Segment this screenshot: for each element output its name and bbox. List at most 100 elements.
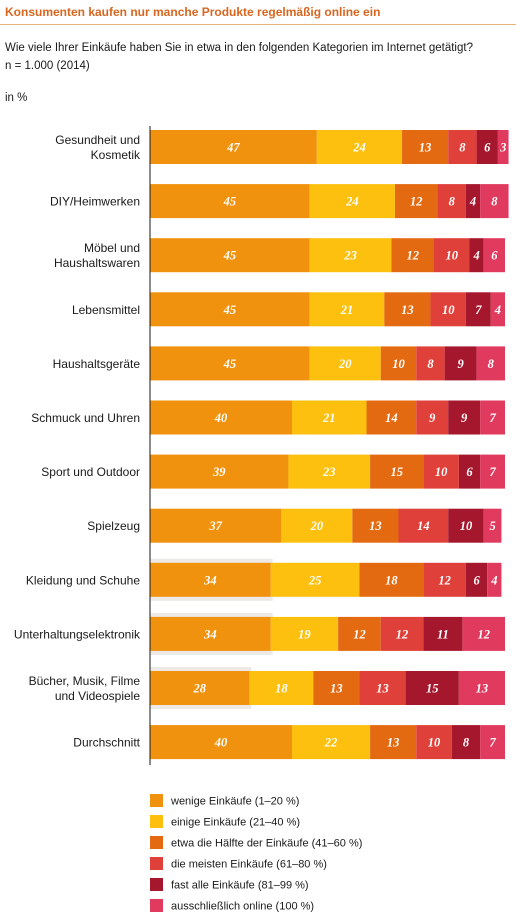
- bar-segment: [313, 671, 360, 705]
- unit-label: in %: [5, 92, 28, 104]
- bar-segment: [150, 616, 271, 651]
- bar-segment: [309, 238, 392, 273]
- data-label: 13: [376, 682, 389, 696]
- title-divider: [0, 24, 516, 25]
- bar-segment: [480, 725, 505, 760]
- data-label: 4: [469, 195, 476, 209]
- category-label: Gesundheit und Kosmetik: [55, 133, 141, 162]
- bar-segment: [359, 562, 424, 597]
- bar-segment: [150, 725, 292, 760]
- bar-segment: [423, 616, 463, 651]
- data-label: 8: [459, 141, 466, 155]
- data-label: 20: [310, 519, 324, 533]
- data-label: 4: [472, 249, 479, 263]
- data-label: 12: [406, 249, 419, 263]
- data-label: 7: [489, 465, 496, 479]
- data-label: 12: [353, 627, 366, 641]
- bar-segment: [423, 562, 466, 597]
- category-label: Haushaltsgeräte: [53, 357, 141, 371]
- bar-segment: [480, 454, 505, 489]
- data-label: 23: [322, 465, 336, 479]
- bar-segment: [150, 671, 250, 705]
- sample-size-note: n = 1.000 (2014): [5, 60, 90, 72]
- data-label: 10: [435, 465, 448, 479]
- bar-segment: [476, 346, 505, 381]
- bar-segment: [469, 238, 484, 273]
- data-label: 10: [442, 303, 455, 317]
- bar-segment: [366, 400, 417, 435]
- data-label: 45: [223, 195, 237, 209]
- data-label: 18: [275, 682, 288, 696]
- bar-segment: [380, 616, 424, 651]
- category-label: Sport und Outdoor: [41, 465, 140, 479]
- data-label: 21: [340, 303, 354, 317]
- legend-label: fast alle Einkäufe (81–99 %): [171, 880, 309, 892]
- bar-segment: [316, 130, 403, 164]
- data-label: 15: [426, 682, 439, 696]
- legend-label: einige Einkäufe (21–40 %): [171, 817, 300, 829]
- data-label: 6: [484, 141, 491, 155]
- bar-segment: [150, 130, 317, 164]
- data-label: 12: [477, 627, 490, 641]
- legend-label: die meisten Einkäufe (61–80 %): [171, 859, 327, 871]
- bar-segment: [405, 671, 459, 705]
- legend-swatch: [150, 815, 163, 828]
- data-label: 3: [499, 141, 506, 155]
- bar-segment: [483, 238, 505, 273]
- data-label: 5: [489, 519, 495, 533]
- bar-segment: [150, 400, 292, 435]
- data-label: 13: [419, 141, 432, 155]
- bar-segment: [150, 238, 310, 273]
- bar-segment: [292, 725, 371, 760]
- data-label: 7: [475, 303, 482, 317]
- bar-segment: [423, 454, 459, 489]
- bar-segment: [309, 184, 395, 219]
- data-label: 10: [460, 519, 473, 533]
- bar-segment: [465, 562, 488, 597]
- bar-segment: [497, 130, 509, 164]
- data-label: 11: [437, 627, 449, 641]
- bar-segment: [150, 184, 310, 219]
- data-label: 19: [298, 627, 311, 641]
- data-label: 14: [385, 411, 398, 425]
- legend-swatch: [150, 899, 163, 912]
- bar-segment: [444, 346, 477, 381]
- data-label: 13: [401, 303, 414, 317]
- bar-segment: [338, 616, 381, 651]
- bar-segment: [370, 454, 424, 489]
- data-label: 7: [489, 736, 496, 750]
- chart-title: Konsumenten kaufen nur manche Produkte r…: [5, 5, 381, 19]
- bar-segment: [270, 616, 339, 651]
- bar-segment: [448, 130, 477, 164]
- data-label: 9: [461, 411, 468, 425]
- bar-segment: [391, 238, 434, 273]
- category-label: Kleidung und Schuhe: [26, 573, 140, 587]
- data-label: 24: [345, 195, 359, 209]
- bar-segment: [490, 292, 505, 327]
- data-label: 6: [466, 465, 473, 479]
- bar-segment: [416, 725, 452, 760]
- data-label: 10: [392, 357, 405, 371]
- data-label: 8: [463, 736, 470, 750]
- bar-segment: [483, 508, 502, 543]
- bar-segment: [430, 292, 466, 327]
- bar-segment: [384, 292, 431, 327]
- survey-question: Wie viele Ihrer Einkäufe haben Sie in et…: [5, 42, 473, 54]
- data-label: 34: [203, 573, 217, 587]
- bar-segment: [480, 400, 505, 435]
- bar-segment: [416, 400, 449, 435]
- data-label: 10: [428, 736, 441, 750]
- data-label: 12: [410, 195, 423, 209]
- data-label: 13: [330, 682, 343, 696]
- bar-segment: [150, 562, 271, 597]
- bar-segment: [380, 346, 417, 381]
- bar-segment: [465, 184, 481, 219]
- data-label: 45: [223, 249, 237, 263]
- data-label: 6: [491, 249, 498, 263]
- data-label: 8: [488, 357, 495, 371]
- category-label: DIY/Heimwerken: [50, 195, 140, 209]
- category-label: Schmuck und Uhren: [31, 411, 140, 425]
- data-label: 40: [214, 411, 228, 425]
- data-label: 20: [338, 357, 352, 371]
